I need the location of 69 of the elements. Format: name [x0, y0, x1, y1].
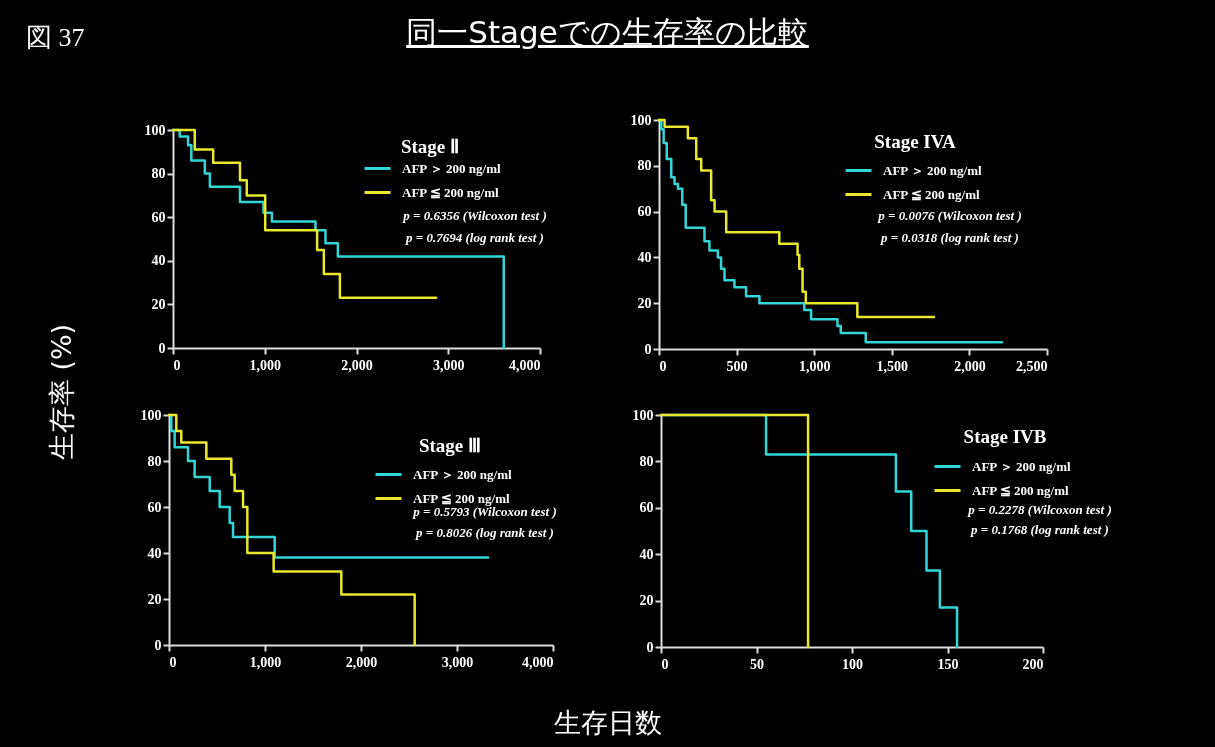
x-tick-label: 2,000 [341, 357, 373, 373]
x-tick-label: 1,500 [876, 358, 909, 374]
caption: 図 37 [26, 22, 85, 54]
legend-label: AFP ＞ 200 ng/ml [402, 160, 501, 176]
x-tick-label: 0 [173, 357, 181, 373]
legend-label: AFP ＞ 200 ng/ml [972, 458, 1071, 474]
annotation: p = 0.1768 (log rank test ) [970, 522, 1109, 537]
annotation: p = 0.7694 (log rank test ) [405, 230, 544, 245]
y-tick-label: 60 [637, 204, 652, 220]
chart-title: Stage Ⅱ [400, 136, 460, 157]
y-tick-label: 100 [632, 407, 654, 423]
x-tick-label: 1,000 [249, 357, 281, 373]
text: Stage Ⅲ [418, 435, 482, 456]
y-tick-label: 0 [646, 639, 654, 655]
text: 同一Stageでの生存率の比較 [406, 14, 809, 50]
x-tick-label: 500 [726, 358, 748, 374]
y-tick-label: 60 [147, 499, 162, 515]
y-tick-label: 20 [637, 295, 652, 311]
y-tick-label: 40 [151, 253, 166, 269]
annotation: p = 0.2278 (Wilcoxon test ) [967, 502, 1112, 517]
x-tick-label: 3,000 [433, 357, 465, 373]
y-tick-label: 20 [639, 593, 654, 609]
text: Stage IVB [963, 426, 1047, 447]
text: Stage IVA [874, 131, 957, 152]
y-tick-label: 80 [151, 166, 166, 182]
y-tick-label: 40 [639, 546, 654, 562]
y-tick-label: 100 [144, 122, 166, 138]
y-tick-label: 0 [158, 340, 166, 356]
annotation: p = 0.0318 (log rank test ) [880, 230, 1019, 245]
x-tick-label: 4,000 [509, 357, 541, 373]
text: 生存日数 [552, 706, 663, 740]
legend-label: AFP ≦ 200 ng/ml [413, 490, 510, 506]
y-tick-label: 60 [639, 500, 654, 516]
y-tick-label: 100 [630, 112, 652, 128]
y-tick-label: 0 [154, 637, 162, 653]
annotation: p = 0.5793 (Wilcoxon test ) [412, 504, 557, 519]
y-tick-label: 40 [637, 249, 652, 265]
legend-label: AFP ＞ 200 ng/ml [413, 466, 512, 482]
x-tick-label: 100 [842, 656, 863, 672]
y-tick-label: 0 [644, 341, 652, 357]
x-tick-label: 4,000 [522, 654, 554, 670]
x-tick-label: 0 [659, 358, 667, 374]
x-tick-label: 50 [750, 656, 764, 672]
x-tick-label: 2,000 [345, 654, 378, 670]
x-tick-label: 1,000 [798, 358, 831, 374]
y-tick-label: 40 [147, 545, 162, 561]
y-tick-label: 20 [147, 591, 162, 607]
y-tick-label: 80 [147, 453, 162, 469]
x-tick-label: 2,000 [954, 358, 986, 374]
annotation: p = 0.6356 (Wilcoxon test ) [402, 208, 547, 223]
annotation: p = 0.0076 (Wilcoxon test ) [877, 208, 1022, 223]
x-tick-label: 0 [661, 656, 669, 672]
x-tick-label: 0 [169, 654, 177, 670]
y-tick-label: 80 [639, 453, 654, 469]
annotation: p = 0.8026 (log rank test ) [415, 525, 554, 540]
legend-label: AFP ＞ 200 ng/ml [883, 162, 982, 178]
y-tick-label: 20 [151, 296, 166, 312]
x-tick-label: 200 [1022, 656, 1044, 672]
y-tick-label: 80 [637, 158, 652, 174]
x-tick-label: 150 [937, 656, 959, 672]
text: 生存率 (%) [45, 323, 78, 461]
y-tick-label: 60 [151, 209, 166, 225]
x-tick-label: 1,000 [249, 654, 282, 670]
y-tick-label: 100 [140, 407, 162, 423]
legend-label: AFP ≦ 200 ng/ml [402, 184, 499, 200]
legend-label: AFP ≦ 200 ng/ml [883, 186, 980, 202]
legend-label: AFP ≦ 200 ng/ml [972, 482, 1069, 498]
x-tick-label: 3,000 [441, 654, 474, 670]
x-tick-label: 2,500 [1016, 358, 1048, 374]
